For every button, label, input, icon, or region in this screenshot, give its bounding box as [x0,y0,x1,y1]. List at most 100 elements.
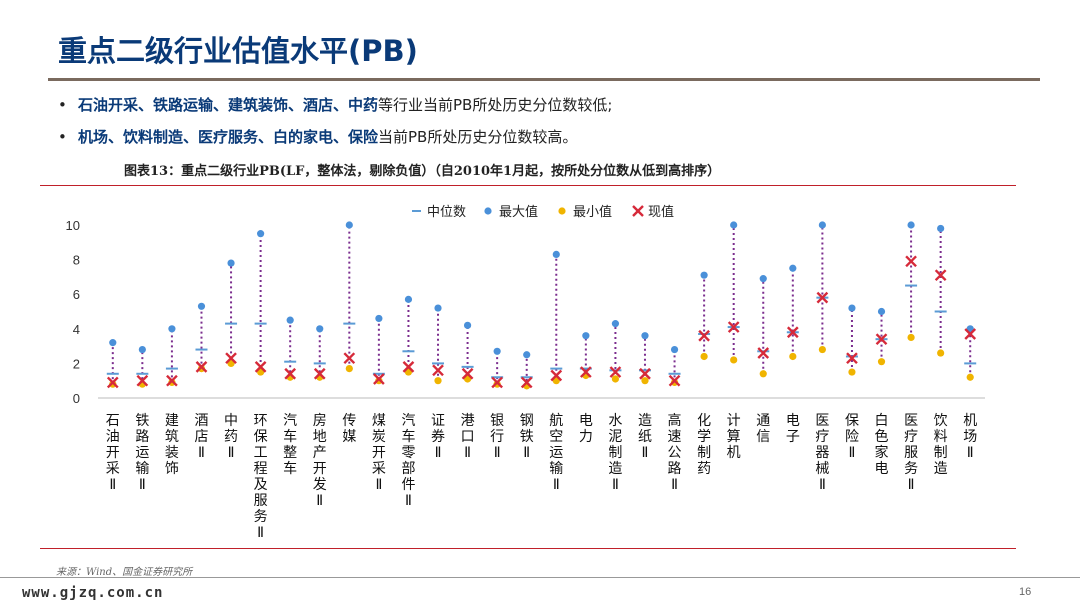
caption-divider [40,185,1016,186]
y-tick-label: 8 [73,253,80,268]
min-point [730,356,738,364]
current-mark [373,373,385,385]
current-mark [461,367,474,380]
max-point [937,224,945,233]
min-point [670,378,679,387]
max-point [493,347,501,355]
bullet-text: 等行业当前PB所处历史分位数较低; [378,96,613,114]
y-tick-label: 6 [73,287,80,302]
source-note: 来源：Wind、国金证券研究所 [56,567,193,578]
x-tick-label: 白色家电 [875,413,889,477]
max-point [227,259,235,267]
min-point [375,377,383,385]
legend-label: 最大值 [499,204,538,220]
max-point [877,307,886,316]
bullet-marker: • [58,128,67,146]
x-tick-label: 石油开采 Ⅱ [106,413,120,493]
min-point [700,352,708,361]
x-tick-label: 建筑装饰 [165,413,179,477]
current-mark [757,347,770,359]
current-mark [550,369,563,382]
bullet-highlight: 石油开采、铁路运输、建筑装饰、酒店、中药 [78,96,379,114]
x-tick-label: 电力 [579,413,593,445]
website-url[interactable]: www.gjzq.com.cn [22,585,164,601]
current-mark [284,367,297,380]
max-point [286,316,294,324]
min-point [168,378,176,387]
min-point [848,368,856,376]
max-point [552,250,560,259]
x-tick-label: 银行 Ⅱ [490,413,504,461]
current-mark [195,361,208,373]
current-mark [964,328,977,340]
max-point [375,314,383,323]
current-mark [727,321,740,333]
current-mark [520,376,533,389]
min-point [907,333,915,342]
x-tick-label: 计算机 [727,413,741,461]
chart-caption: 图表13：重点二级行业PB(LF，整体法，剔除负值）（自2010年1月起，按所处… [124,164,721,179]
max-point [404,295,413,303]
min-point [789,352,797,361]
pb-range-chart: 0 2 4 6 8 10 石油开采 Ⅱ 铁路运输 Ⅱ 建筑装饰 酒店 Ⅱ 中药 Ⅱ 环保工程及服务 Ⅱ 汽车整车 房… [66,204,985,541]
x-tick-label: 汽车零部件 Ⅱ [401,413,415,509]
x-tick-label: 传媒 [342,413,356,445]
title-divider [48,78,1040,81]
x-tick-label: 医疗器械 Ⅱ [815,413,829,493]
bullet-item: • 石油开采、铁路运输、建筑装饰、酒店、中药等行业当前PB所处历史分位数较低; [58,94,612,115]
y-tick-label: 0 [73,391,80,406]
max-point [316,325,324,333]
current-mark [343,352,356,365]
bullet-marker: • [58,96,67,114]
max-point [848,304,856,312]
legend-max-marker [484,207,492,215]
max-point [818,221,826,229]
min-point [818,345,826,354]
x-tick-label: 钢铁 Ⅱ [520,413,534,461]
min-point [611,375,620,383]
x-tick-label: 化学制药 [697,413,711,477]
min-point [937,349,945,357]
legend-current-marker [632,205,644,217]
min-point [493,380,501,388]
current-mark [580,366,592,378]
x-tick-label: 酒店 Ⅱ [194,413,208,461]
current-mark [166,374,178,387]
current-mark [816,291,829,304]
x-tick-label: 电子 [786,413,800,445]
chart-bottom-divider [40,548,1016,549]
max-point [907,221,915,229]
max-point [611,320,620,328]
min-point [877,358,886,366]
max-point [700,271,708,279]
x-tick-label: 通信 [756,413,770,445]
x-tick-label: 铁路运输 Ⅱ [135,413,149,493]
current-mark [491,376,503,389]
page-title: 重点二级行业估值水平(PB) [58,34,418,68]
current-mark [432,364,444,377]
x-tick-label: 港口 Ⅱ [461,413,475,461]
page-number: 16 [1019,586,1032,598]
max-point [463,321,472,329]
max-point [730,221,738,229]
bullet-highlight: 机场、饮料制造、医疗服务、白的家电、保险 [78,128,379,146]
max-point [138,345,146,354]
x-tick-label: 汽车整车 [283,413,297,477]
max-point [197,302,206,310]
min-point [345,364,353,373]
max-point [641,332,649,340]
x-tick-label: 饮料制造 [934,413,948,477]
x-tick-label: 机场 Ⅱ [963,413,977,461]
current-mark [668,374,681,387]
min-point [434,377,442,385]
x-tick-label: 造纸 Ⅱ [638,413,652,461]
min-point [641,377,649,385]
current-mark [875,333,888,346]
x-tick-label: 医疗服务 Ⅱ [904,413,918,493]
y-tick-label: 10 [66,218,80,233]
y-tick-label: 2 [73,356,80,371]
current-mark [846,352,858,365]
min-point [759,370,767,378]
y-tick-label: 4 [73,322,80,337]
